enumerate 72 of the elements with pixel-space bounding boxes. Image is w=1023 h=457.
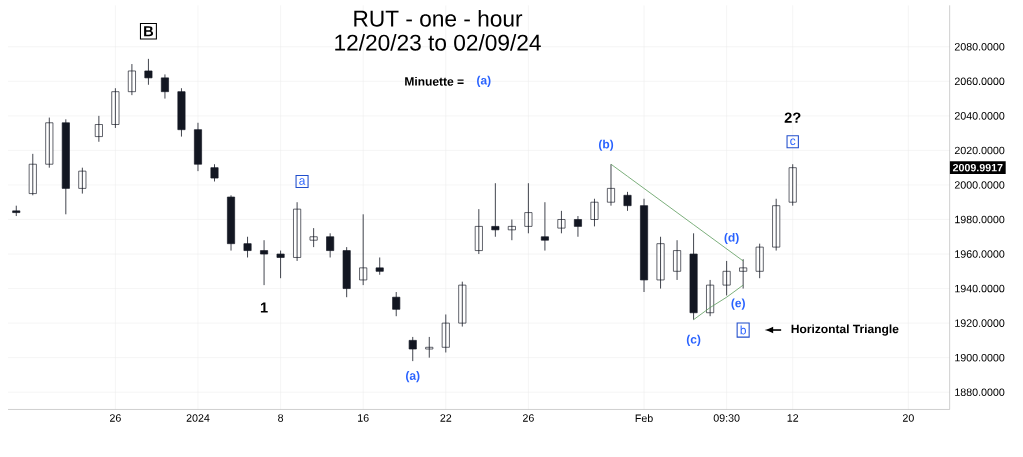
candlestick	[441, 313, 450, 353]
y-tick-label: 2040.0000	[954, 111, 1005, 120]
candlestick	[45, 116, 54, 168]
candlestick	[656, 236, 665, 289]
candlestick	[458, 281, 467, 327]
x-tick-label: 2024	[186, 413, 210, 422]
candlestick	[408, 336, 417, 362]
candlestick	[425, 336, 434, 358]
y-tick-label: 1960.0000	[955, 250, 1005, 258]
annotation: 2?	[784, 112, 801, 123]
candlestick	[12, 205, 21, 217]
candlestick	[524, 182, 533, 234]
x-tick-label: Feb	[635, 413, 653, 422]
y-tick-label: 1940.0000	[955, 284, 1005, 293]
annotation: (a)	[477, 75, 491, 87]
candlestick	[722, 260, 731, 296]
x-tick-label: 16	[358, 413, 369, 422]
candlestick	[507, 218, 516, 241]
candlestick	[144, 58, 153, 85]
x-tick-label: 20	[902, 413, 914, 422]
annotation: Horizontal Triangle	[791, 324, 899, 336]
annotation: (c)	[686, 334, 701, 346]
annotation: B	[144, 25, 154, 37]
candlestick	[772, 198, 781, 251]
annotation: c	[790, 138, 796, 145]
annotation: Minuette =	[405, 76, 464, 86]
x-tick-label: 26	[523, 413, 534, 422]
candlestick	[623, 191, 632, 212]
candlestick	[788, 163, 797, 206]
candlestick	[243, 236, 252, 258]
y-tick-label: 1920.0000	[955, 319, 1005, 327]
text: 12/20/23 to 02/09/24	[335, 33, 541, 51]
x-tick-label: 12	[787, 413, 799, 422]
candlestick	[557, 210, 566, 234]
candlestick	[111, 87, 120, 129]
chart-title: RUT - one - hour	[354, 9, 523, 27]
candlestick	[177, 87, 186, 137]
annotation: 1	[260, 302, 268, 313]
x-tick-label: 09:30	[713, 413, 740, 422]
candlestick	[540, 201, 549, 251]
candlestick	[78, 167, 87, 194]
annotation: a	[299, 177, 306, 185]
x-tick-label: 26	[110, 413, 121, 422]
candlestick	[590, 198, 599, 227]
annotation: b	[740, 325, 746, 335]
line-series	[693, 284, 744, 320]
x-tick-label: 22	[440, 413, 452, 422]
x-tick-label: 8	[278, 413, 284, 422]
annotation: (d)	[724, 232, 739, 244]
y-tick-label: 2060.0000	[954, 77, 1005, 85]
candlestick	[375, 256, 384, 275]
y-tick-label: 2000.0000	[954, 180, 1005, 189]
y-tick-label: 1980.0000	[955, 215, 1005, 224]
candlestick	[276, 249, 285, 279]
candlestick	[260, 239, 269, 286]
candlestick	[359, 213, 368, 286]
candlestick	[342, 246, 351, 298]
candlestick	[739, 258, 748, 289]
candlestick	[755, 243, 764, 279]
candlestick	[689, 232, 698, 320]
candlestick	[210, 163, 219, 182]
y-tick-label: 1900.0000	[955, 353, 1005, 362]
annotation: (a)	[406, 370, 420, 383]
y-tick-label: 2020.0000	[954, 146, 1005, 154]
candlestick	[392, 291, 401, 317]
candlestick	[309, 227, 318, 248]
y-tick-label: 1880.0000	[955, 388, 1005, 396]
annotation: (e)	[731, 298, 745, 310]
text: 2009.9917	[952, 163, 1003, 172]
annotation: (b)	[598, 139, 614, 151]
candlestick	[491, 182, 500, 237]
y-tick-label: 2080.0000	[954, 42, 1005, 51]
